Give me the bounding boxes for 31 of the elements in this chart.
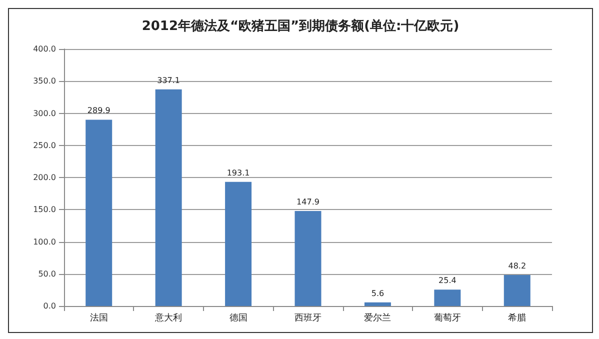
bar: [155, 89, 182, 306]
bar: [504, 275, 530, 306]
x-tick-label: 德国: [229, 312, 248, 324]
x-tick-label: 法国: [90, 312, 108, 324]
x-tick-label: 希腊: [508, 312, 526, 324]
y-tick-label: 400.0: [33, 44, 56, 54]
x-tick-label: 爱尔兰: [364, 312, 392, 324]
data-label: 25.4: [438, 276, 456, 286]
y-tick-label: 150.0: [33, 205, 56, 214]
y-tick-label: 250.0: [33, 140, 56, 150]
bar: [294, 210, 322, 306]
x-tick-label: 葡萄牙: [434, 312, 461, 324]
bar: [225, 182, 252, 306]
data-label: 48.2: [508, 262, 526, 271]
y-tick-label: 200.0: [33, 173, 56, 182]
y-tick-label: 50.0: [38, 269, 56, 278]
y-tick-label: 0.0: [43, 302, 56, 310]
data-label: 337.1: [157, 76, 180, 85]
data-label: 289.9: [87, 106, 110, 116]
y-tick-label: 100.0: [33, 237, 56, 246]
bar: [364, 302, 391, 306]
bar: [86, 120, 112, 306]
data-label: 193.1: [226, 168, 250, 178]
bar: [434, 290, 461, 306]
y-tick-label: 300.0: [33, 108, 56, 118]
data-label: 147.9: [296, 197, 320, 206]
x-tick-label: 西班牙: [294, 312, 322, 324]
chart-title: 2012年德法及“欧猪五国”到期债务额(单位:十亿欧元): [142, 18, 460, 34]
x-tick-label: 意大利: [154, 312, 182, 324]
y-tick-label: 350.0: [33, 76, 56, 86]
data-label: 5.6: [371, 288, 384, 298]
